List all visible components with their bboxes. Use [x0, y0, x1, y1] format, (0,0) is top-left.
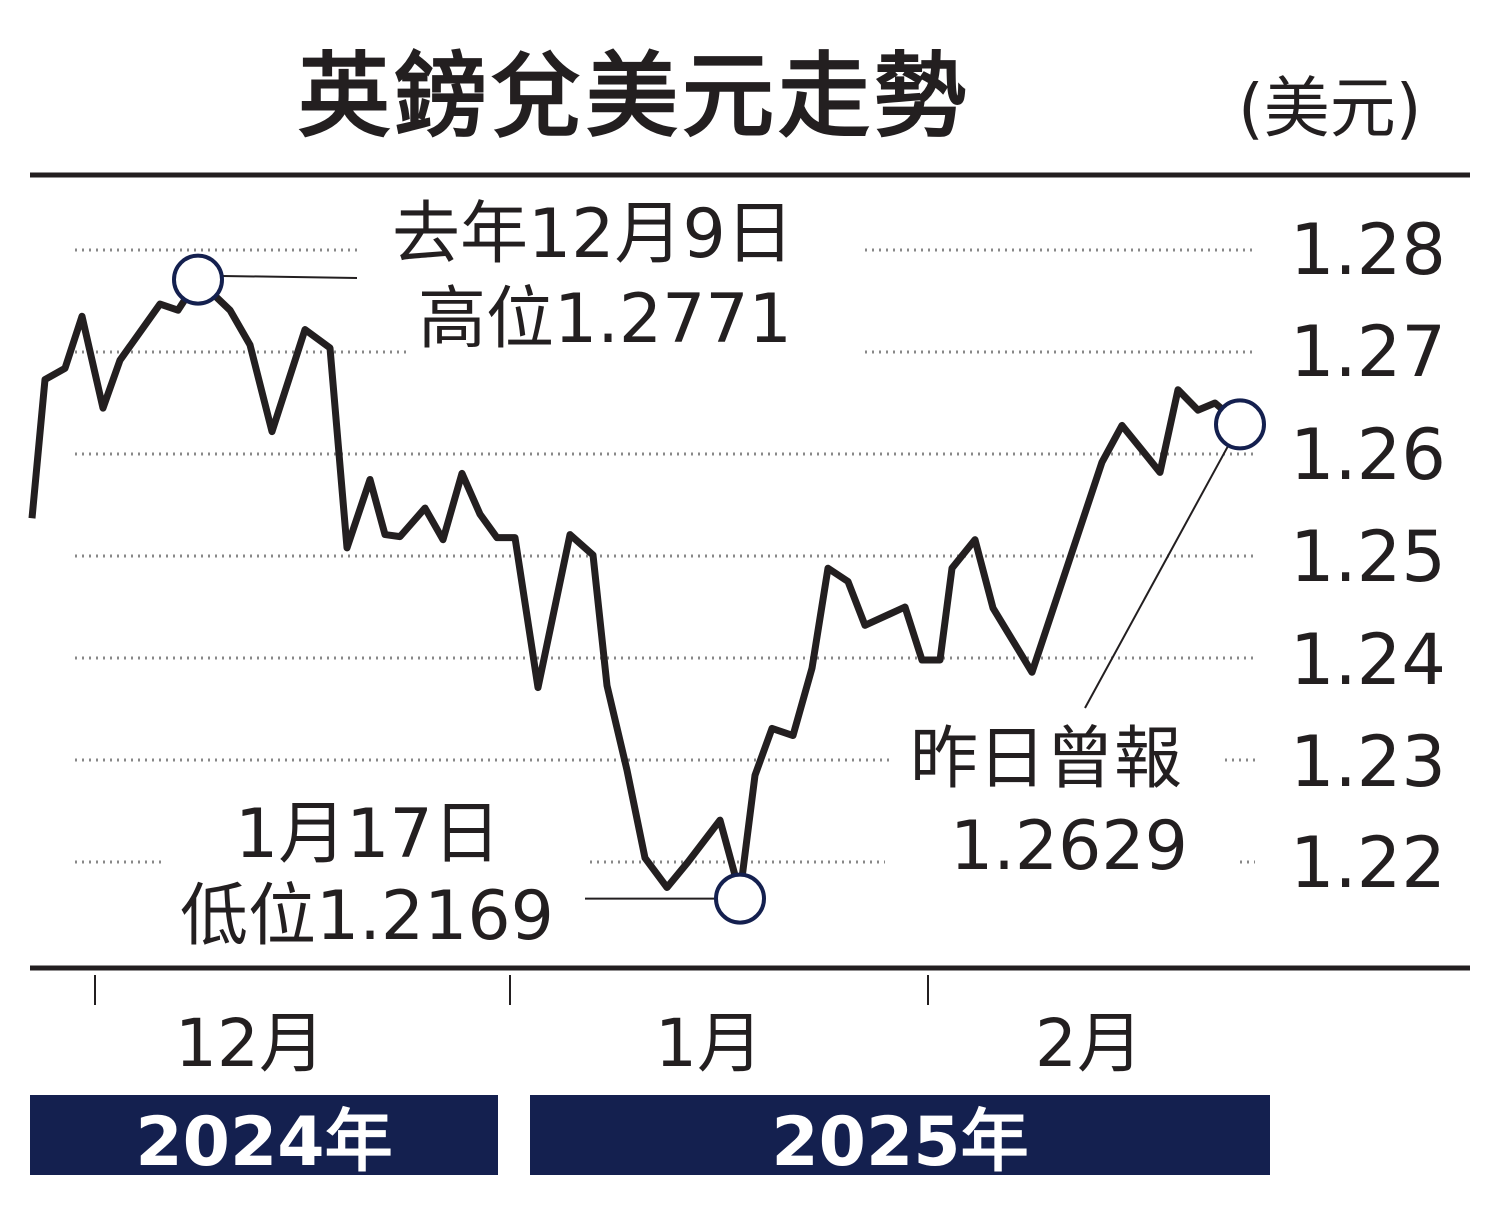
high-annotation-value: 高位1.2771: [418, 280, 792, 359]
y-tick-label: 1.26: [1290, 414, 1446, 496]
last-annotation-value: 1.2629: [950, 807, 1188, 886]
low-annotation-value: 低位1.2169: [180, 877, 554, 956]
unit-label: (美元): [1238, 70, 1422, 147]
high-leader-line: [197, 274, 358, 279]
y-tick-label: 1.27: [1290, 311, 1446, 393]
y-tick-label: 1.28: [1290, 209, 1446, 291]
low-marker: [714, 872, 766, 925]
last-marker: [1214, 398, 1266, 451]
high-annotation-date: 去年12月9日: [392, 195, 794, 274]
price-line: [28, 276, 1243, 898]
year-bar-2025: 2025年: [530, 1095, 1270, 1182]
x-tick-label: 2月: [1035, 1005, 1143, 1082]
year-label: 2025年: [771, 1102, 1029, 1182]
high-marker: [172, 253, 224, 306]
year-bar-2024: 2024年: [30, 1095, 498, 1182]
chart-title: 英鎊兌美元走勢: [298, 43, 971, 150]
last-annotation-label: 昨日曾報: [910, 720, 1183, 799]
y-tick-label: 1.23: [1290, 721, 1446, 803]
y-tick-label: 1.25: [1290, 516, 1446, 598]
low-annotation-date: 1月17日: [235, 795, 501, 874]
x-tick-label: 12月: [175, 1005, 325, 1082]
y-tick-label: 1.22: [1290, 822, 1446, 904]
last-leader-line: [1084, 441, 1231, 709]
year-label: 2024年: [135, 1102, 393, 1182]
x-tick-label: 1月: [655, 1005, 763, 1082]
y-tick-label: 1.24: [1290, 619, 1446, 701]
